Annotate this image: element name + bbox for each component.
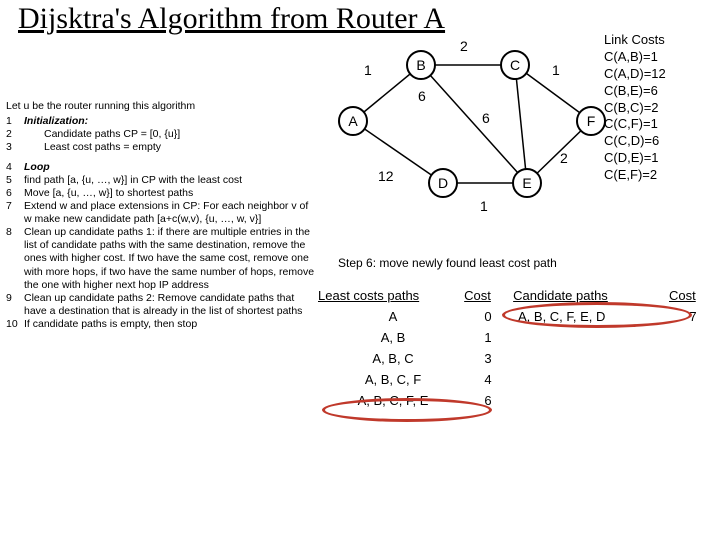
algo-line: 8Clean up candidate paths 1: if there ar… (6, 226, 316, 292)
algo-line-number: 3 (6, 141, 24, 154)
least-path-cell: A, B (318, 330, 468, 345)
algo-line: 3Least cost paths = empty (6, 141, 316, 154)
algo-line-text: If candidate paths is empty, then stop (24, 318, 316, 331)
algo-line-text: Extend w and place extensions in CP: For… (24, 200, 316, 226)
edge-weight: 12 (378, 168, 394, 184)
least-cost-cell: 3 (468, 351, 508, 366)
algo-line: 5find path [a, {u, …, w}] in CP with the… (6, 174, 316, 187)
algo-line-text: Clean up candidate paths 1: if there are… (24, 226, 316, 292)
algo-line-number: 10 (6, 318, 24, 331)
algo-line: 2Candidate paths CP = [0, {u}] (6, 128, 316, 141)
algo-line-text: Candidate paths CP = [0, {u}] (24, 128, 316, 141)
edge-weight: 2 (460, 38, 468, 54)
table-row: A, B1 (318, 330, 708, 345)
algo-line-number: 9 (6, 292, 24, 318)
table-row: A, B, C3 (318, 351, 708, 366)
graph-node-c: C (500, 50, 530, 80)
algo-line-text: Initialization: (24, 115, 316, 128)
algo-line-text: Least cost paths = empty (24, 141, 316, 154)
table-row: A, B, C, F4 (318, 372, 708, 387)
algo-line: 7Extend w and place extensions in CP: Fo… (6, 200, 316, 226)
cost-header-left: Cost (464, 288, 503, 303)
graph-edge (515, 65, 527, 183)
algo-line: 10If candidate paths is empty, then stop (6, 318, 316, 331)
cost-header-right: Cost (669, 288, 708, 303)
least-cost-cell: 1 (468, 330, 508, 345)
edge-weight: 6 (482, 110, 490, 126)
edge-weight: 1 (552, 62, 560, 78)
graph-node-d: D (428, 168, 458, 198)
edge-weight: 1 (364, 62, 372, 78)
algo-line-number: 1 (6, 115, 24, 128)
algo-line-number: 7 (6, 200, 24, 226)
algo-line-number: 5 (6, 174, 24, 187)
algo-lead: Let u be the router running this algorit… (6, 100, 316, 113)
algo-line-text: Move [a, {u, …, w}] to shortest paths (24, 187, 316, 200)
least-path-cell: A, B, C (318, 351, 468, 366)
graph-node-f: F (576, 106, 606, 136)
highlight-oval (502, 302, 692, 328)
algo-line-text: Loop (24, 161, 316, 174)
graph-node-a: A (338, 106, 368, 136)
algo-line: 6Move [a, {u, …, w}] to shortest paths (6, 187, 316, 200)
algo-line: 1Initialization: (6, 115, 316, 128)
algorithm-block: Let u be the router running this algorit… (6, 100, 316, 331)
algo-line-text: find path [a, {u, …, w}] in CP with the … (24, 174, 316, 187)
least-path-cell: A (318, 309, 468, 324)
graph-edge (421, 65, 527, 183)
algo-line-number: 8 (6, 226, 24, 292)
page-title: Dijsktra's Algorithm from Router A (18, 2, 445, 36)
algo-line-number: 4 (6, 161, 24, 174)
edge-weight: 6 (418, 88, 426, 104)
highlight-oval (322, 398, 492, 422)
tables-header-row: Least costs paths Cost Candidate paths C… (318, 288, 708, 303)
algo-line: 4Loop (6, 161, 316, 174)
step-caption: Step 6: move newly found least cost path (338, 256, 557, 270)
algo-line-number: 2 (6, 128, 24, 141)
algo-line-number: 6 (6, 187, 24, 200)
graph-node-e: E (512, 168, 542, 198)
least-paths-header: Least costs paths (318, 288, 464, 303)
candidate-paths-header: Candidate paths (513, 288, 669, 303)
network-graph: ABCDEF 126612121 (320, 40, 600, 230)
edge-weight: 2 (560, 150, 568, 166)
least-path-cell: A, B, C, F (318, 372, 468, 387)
graph-edge (353, 121, 443, 183)
edge-weight: 1 (480, 198, 488, 214)
algo-line-text: Clean up candidate paths 2: Remove candi… (24, 292, 316, 318)
algo-line: 9Clean up candidate paths 2: Remove cand… (6, 292, 316, 318)
least-cost-cell: 4 (468, 372, 508, 387)
graph-node-b: B (406, 50, 436, 80)
